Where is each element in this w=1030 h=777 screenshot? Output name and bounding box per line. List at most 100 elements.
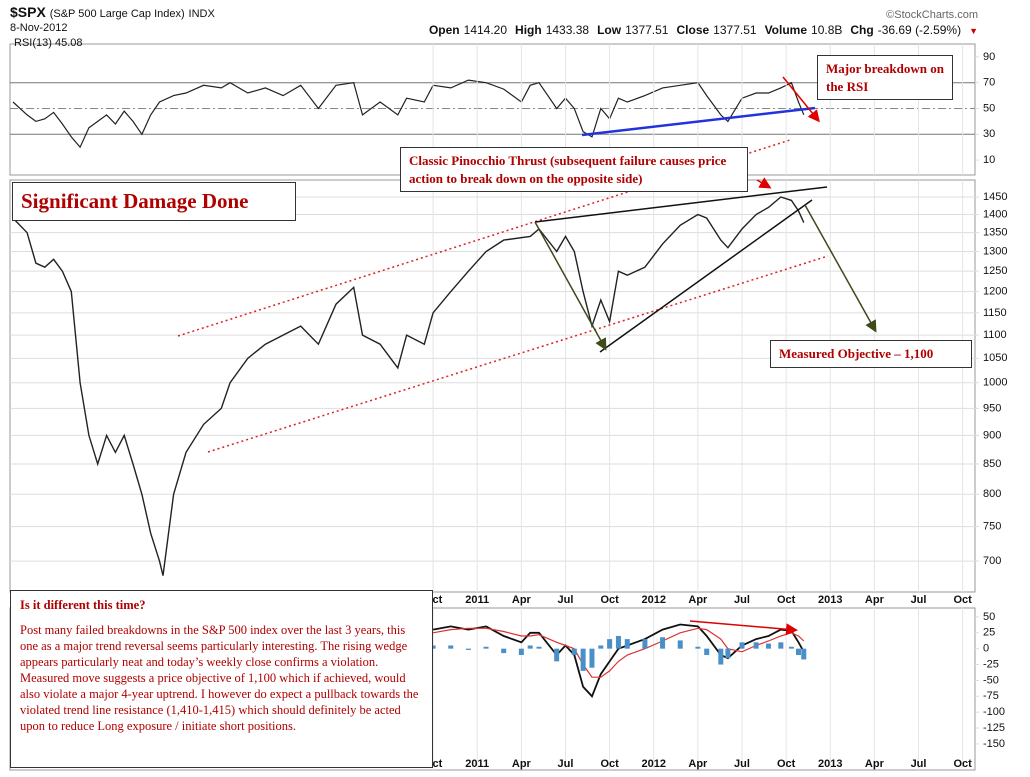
y-tick-label: 850 [983,458,1001,470]
y-tick-label: 1400 [983,208,1007,220]
quote-value: 1377.51 [625,23,669,37]
x-tick-label: Apr [688,758,708,770]
x-tick-label: Jul [734,594,750,606]
commentary-box: Is it different this time? Post many fai… [10,590,433,768]
y-tick-label: 1150 [983,307,1007,319]
date: 8-Nov-2012 [10,22,68,34]
y-tick-label: 0 [983,643,989,655]
y-tick-label: 1100 [983,329,1007,341]
histogram-bar [753,642,759,649]
y-tick-label: 950 [983,402,1001,414]
histogram-bar [677,640,683,649]
y-tick-label: 1050 [983,352,1007,364]
marks: 10 30 50 70 90 700 750 800 850 900 950 1000 1050 1100… [10,44,1007,770]
x-tick-label: Oct [777,594,796,606]
x-tick-label: Oct [600,594,619,606]
x-tick-label: Apr [688,594,708,606]
y-tick-label: 30 [983,128,995,140]
y-tick-label: -150 [983,738,1005,750]
quote-value: 1433.38 [545,23,590,37]
quote-label: Volume [764,23,808,37]
histogram-bar [718,648,724,665]
y-tick-label: 10 [983,154,995,166]
y-tick-label: -125 [983,722,1005,734]
histogram-bar [801,648,807,660]
histogram-bar [765,643,771,649]
x-tick-label: 2011 [465,758,489,770]
exchange: INDX [188,8,215,20]
histogram-bar [607,639,613,649]
histogram-bar [704,648,710,656]
x-tick-label: Apr [865,758,885,770]
y-tick-label: 700 [983,555,1001,567]
y-tick-label: 1300 [983,245,1007,257]
arrow [804,204,877,333]
histogram-bar [448,645,454,649]
histogram-bar [571,648,577,656]
commentary-title: Is it different this time? [20,598,146,612]
histogram-bar [725,648,731,659]
quote-value: -36.69 (-2.59%) [877,23,962,37]
quote-value: 10.8B [811,23,843,37]
histogram-bar [598,645,604,649]
x-tick-label: Jul [558,594,574,606]
x-tick-label: Jul [911,758,927,770]
histogram-bar [788,646,794,649]
histogram-bar [615,635,621,649]
y-tick-label: 750 [983,520,1001,532]
quote-label: Close [676,23,710,37]
histogram-bar [624,639,630,649]
histogram-bar [536,646,542,649]
wedge-lower [599,199,813,353]
x-tick-label: 2012 [642,594,666,606]
y-tick-label: 1450 [983,191,1007,203]
x-tick-label: Apr [865,594,885,606]
y-tick-label: 1350 [983,227,1007,239]
histogram-bar [695,646,701,649]
x-tick-label: 2012 [642,758,666,770]
histogram-bar [589,648,595,668]
histogram-bar [527,645,533,649]
y-tick-label: 90 [983,51,995,63]
macd-line [432,627,805,678]
x-tick-label: Oct [600,758,619,770]
x-tick-label: Oct [953,758,972,770]
y-tick-label: 50 [983,102,995,114]
y-tick-label: 800 [983,488,1001,500]
quote-label: High [515,23,542,37]
histogram-bar [518,648,524,656]
macd-trendline [689,620,798,636]
pinocchio-box: Classic Pinocchio Thrust (subsequent fai… [400,147,748,192]
objective-box: Measured Objective – 1,100 [770,340,972,368]
wedge-upper [534,186,828,223]
macd-line [432,623,805,698]
quote-label: Open [428,23,460,37]
rsi-line [12,79,805,149]
commentary-text: Post many failed breakdowns in the S&P 5… [20,623,419,733]
histogram-bar [778,642,784,649]
histogram-bar [580,648,586,671]
rsi-trendline [581,106,816,137]
quote-label: Chg [850,23,874,37]
source: ©StockCharts.com [886,9,978,21]
arrow [534,221,607,351]
histogram-bar [660,637,666,649]
histogram-bar [554,648,560,662]
x-tick-label: Jul [911,594,927,606]
down-arrow: ▼ [969,26,978,36]
histogram-bar [430,645,436,649]
x-tick-label: 2011 [465,594,489,606]
y-tick-label: 900 [983,429,1001,441]
histogram-bar [795,648,801,656]
histogram-bar [465,648,471,650]
histogram-bar [642,639,648,649]
y-tick-label: 25 [983,627,995,639]
quote-label: Low [597,23,622,37]
quote-value: 1377.51 [713,23,757,37]
histogram-bar [483,646,489,649]
y-tick-label: 1200 [983,285,1007,297]
histogram-bar [501,648,507,654]
y-tick-label: -50 [983,674,999,686]
